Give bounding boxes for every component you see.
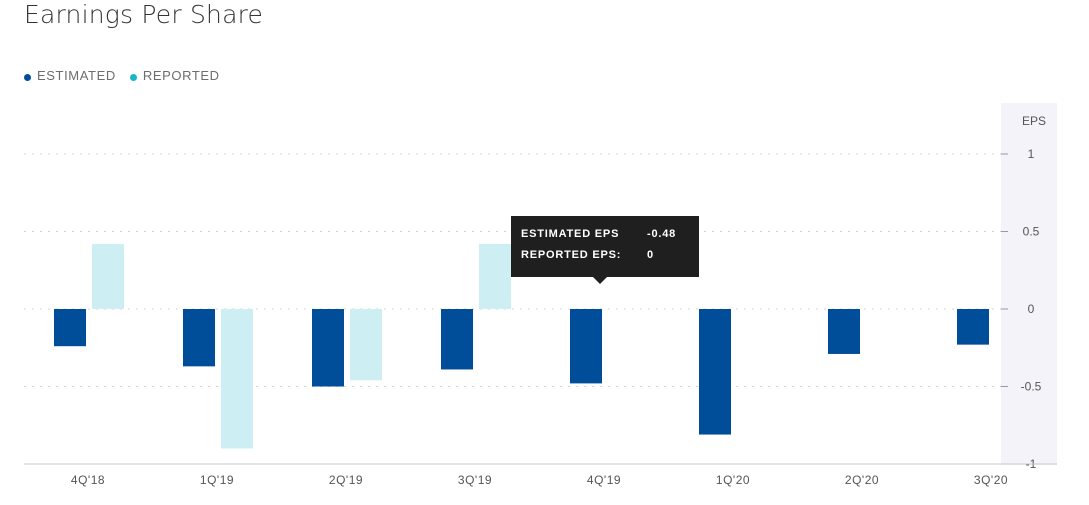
tooltip-reported-label: REPORTED EPS: <box>521 249 622 261</box>
bar-estimated <box>570 309 602 384</box>
bar-reported <box>350 309 382 381</box>
tooltip-row-estimated: ESTIMATED EPS -0.48 <box>521 228 689 249</box>
x-tick-label: 3Q'20 <box>974 473 1008 487</box>
x-tick-label: 4Q'19 <box>587 473 621 487</box>
y-tick-label: -0.5 <box>1021 380 1042 394</box>
bar-reported <box>479 243 511 309</box>
bar-reported <box>221 309 253 449</box>
x-tick-label: 3Q'19 <box>458 473 492 487</box>
bars <box>54 243 989 449</box>
y-axis-panel <box>1001 103 1057 465</box>
tooltip: ESTIMATED EPS -0.48 REPORTED EPS: 0 <box>511 216 699 284</box>
y-tick-label: 1 <box>1028 147 1035 161</box>
chart-title: Earnings Per Share <box>24 0 264 29</box>
x-tick-label: 1Q'20 <box>716 473 750 487</box>
x-ticks: 4Q'18 1Q'19 2Q'19 3Q'19 4Q'19 1Q'20 2Q'20 3Q'20 <box>71 473 1008 487</box>
tooltip-reported-value: 0 <box>647 249 654 261</box>
bar-estimated <box>54 309 86 347</box>
y-axis-label: EPS <box>1022 114 1046 128</box>
x-tick-label: 1Q'19 <box>200 473 234 487</box>
legend-dot-reported <box>129 73 137 81</box>
x-tick-label: 2Q'19 <box>329 473 363 487</box>
legend-dot-estimated <box>24 73 31 81</box>
legend: ESTIMATED REPORTED <box>24 68 220 83</box>
y-tick-label: 0 <box>1028 302 1035 316</box>
tooltip-estimated-label: ESTIMATED EPS <box>521 228 620 240</box>
x-tick-label: 4Q'18 <box>71 473 105 487</box>
bar-estimated <box>957 309 989 345</box>
legend-label-reported: REPORTED <box>142 68 220 83</box>
legend-label-estimated: ESTIMATED <box>37 68 116 83</box>
bar-reported <box>92 243 124 309</box>
legend-item-estimated[interactable]: ESTIMATED <box>24 68 116 83</box>
bar-estimated <box>699 309 731 435</box>
bar-estimated <box>828 309 860 354</box>
bar-estimated <box>312 309 344 387</box>
bar-estimated <box>441 309 473 370</box>
tooltip-row-reported: REPORTED EPS: 0 <box>521 249 689 270</box>
bar-estimated <box>183 309 215 367</box>
legend-item-reported[interactable]: REPORTED <box>129 68 220 83</box>
tooltip-estimated-value: -0.48 <box>647 228 677 240</box>
x-tick-label: 2Q'20 <box>845 473 879 487</box>
y-tick-label: 0.5 <box>1023 225 1040 239</box>
